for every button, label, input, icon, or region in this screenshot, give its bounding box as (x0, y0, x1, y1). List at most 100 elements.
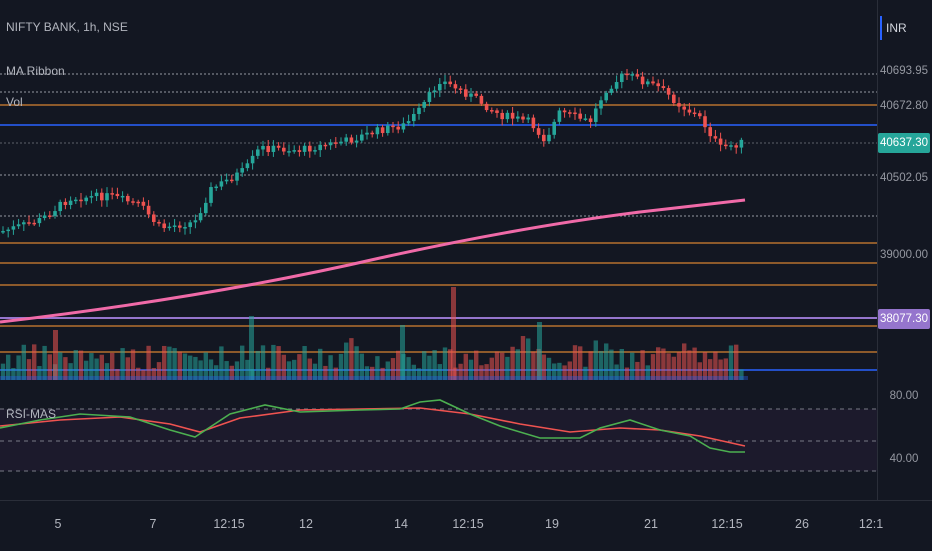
candle (230, 179, 234, 182)
volume-series (0, 287, 748, 380)
candle (620, 73, 624, 83)
candle (516, 116, 520, 119)
volume-bar (214, 365, 219, 380)
ma-ribbon-long-line (0, 198, 746, 324)
volume-bar (328, 355, 333, 380)
volume-bar (572, 345, 578, 380)
candle (734, 145, 738, 148)
candle (698, 113, 702, 117)
candle (339, 141, 343, 144)
symbol-legend[interactable]: NIFTY BANK, 1h, NSE (6, 20, 128, 34)
time-label: 5 (54, 517, 62, 531)
candle (422, 101, 426, 108)
candle (412, 113, 416, 122)
volume-legend[interactable]: Vol (6, 95, 23, 109)
candle-series (1, 68, 744, 238)
ma-ribbon-legend[interactable]: MA Ribbon (6, 64, 65, 78)
currency-label[interactable]: INR (880, 16, 930, 40)
volume-bar (323, 365, 328, 380)
volume-bar (125, 357, 130, 380)
volume-bar (84, 360, 89, 380)
candle (74, 199, 78, 202)
time-label: 12 (299, 517, 313, 531)
candle (219, 181, 224, 187)
volume-bar (318, 348, 323, 380)
volume-bar (276, 346, 281, 380)
volume-bar (728, 345, 734, 380)
volume-bar (53, 330, 58, 380)
volume-bar (697, 362, 702, 380)
candle (250, 155, 255, 164)
volume-bar (89, 353, 94, 380)
volume-bar (271, 344, 276, 380)
volume-bar (666, 353, 671, 380)
time-label: 7 (149, 517, 157, 531)
candle (240, 168, 244, 173)
candle (708, 127, 712, 137)
volume-bar (359, 353, 364, 380)
volume-bar (546, 357, 552, 380)
volume-bar (249, 316, 254, 380)
candle (32, 222, 36, 225)
candle (209, 187, 213, 203)
candle (495, 110, 499, 113)
candle (604, 92, 608, 101)
volume-bar (104, 363, 110, 380)
candle (282, 147, 286, 152)
price-scale[interactable]: INR 40693.95 40672.80 40637.30 40502.05 … (877, 0, 932, 500)
volume-bar (624, 367, 630, 380)
volume-bar (333, 367, 338, 380)
candle (666, 88, 671, 95)
volume-bar (338, 353, 344, 380)
candle (27, 222, 31, 224)
volume-bar (406, 357, 411, 380)
candle (152, 214, 156, 222)
volume-bar (240, 345, 245, 380)
volume-bar (302, 346, 307, 380)
candle (162, 223, 166, 229)
candle (89, 196, 94, 198)
candle (651, 81, 655, 84)
main-chart[interactable]: NIFTY BANK, 1h, NSE MA Ribbon Vol RSI-MA… (0, 0, 877, 500)
candle (178, 225, 182, 228)
volume-bar (281, 354, 286, 380)
candle (328, 142, 333, 146)
candle (562, 110, 567, 113)
volume-bar (396, 350, 401, 380)
volume-bar (661, 348, 666, 380)
candle (48, 215, 52, 217)
volume-bar (552, 363, 557, 380)
volume-bar (385, 361, 390, 380)
candle (677, 103, 681, 107)
candle (692, 112, 697, 115)
candle (417, 107, 421, 114)
volume-bar (203, 352, 208, 380)
chart-canvas[interactable] (0, 0, 877, 500)
volume-bar (182, 353, 188, 380)
candle (536, 128, 541, 135)
volume-bar (427, 355, 432, 380)
volume-bar (260, 345, 266, 380)
volume-bar (442, 347, 448, 380)
volume-bar (474, 350, 479, 380)
volume-bar (344, 342, 349, 380)
candle (646, 81, 650, 85)
candle (464, 89, 468, 97)
volume-bar (292, 359, 297, 380)
volume-bar (494, 351, 500, 380)
time-label: 19 (545, 517, 559, 531)
volume-bar (390, 358, 396, 380)
volume-bar (723, 358, 728, 380)
volume-bar (141, 369, 146, 380)
volume-bar (557, 362, 562, 380)
rsi-fast-line (0, 399, 745, 453)
volume-bar (645, 365, 650, 380)
volume-bar (687, 350, 692, 380)
rsi-legend[interactable]: RSI-MAS (6, 407, 57, 421)
time-axis[interactable]: 5 7 12:15 12 14 12:15 19 21 12:15 26 12:… (0, 500, 932, 551)
candle (573, 112, 577, 115)
candle (110, 193, 114, 195)
volume-bar (11, 368, 16, 380)
volume-bar (26, 359, 32, 380)
volume-bar (156, 362, 162, 380)
